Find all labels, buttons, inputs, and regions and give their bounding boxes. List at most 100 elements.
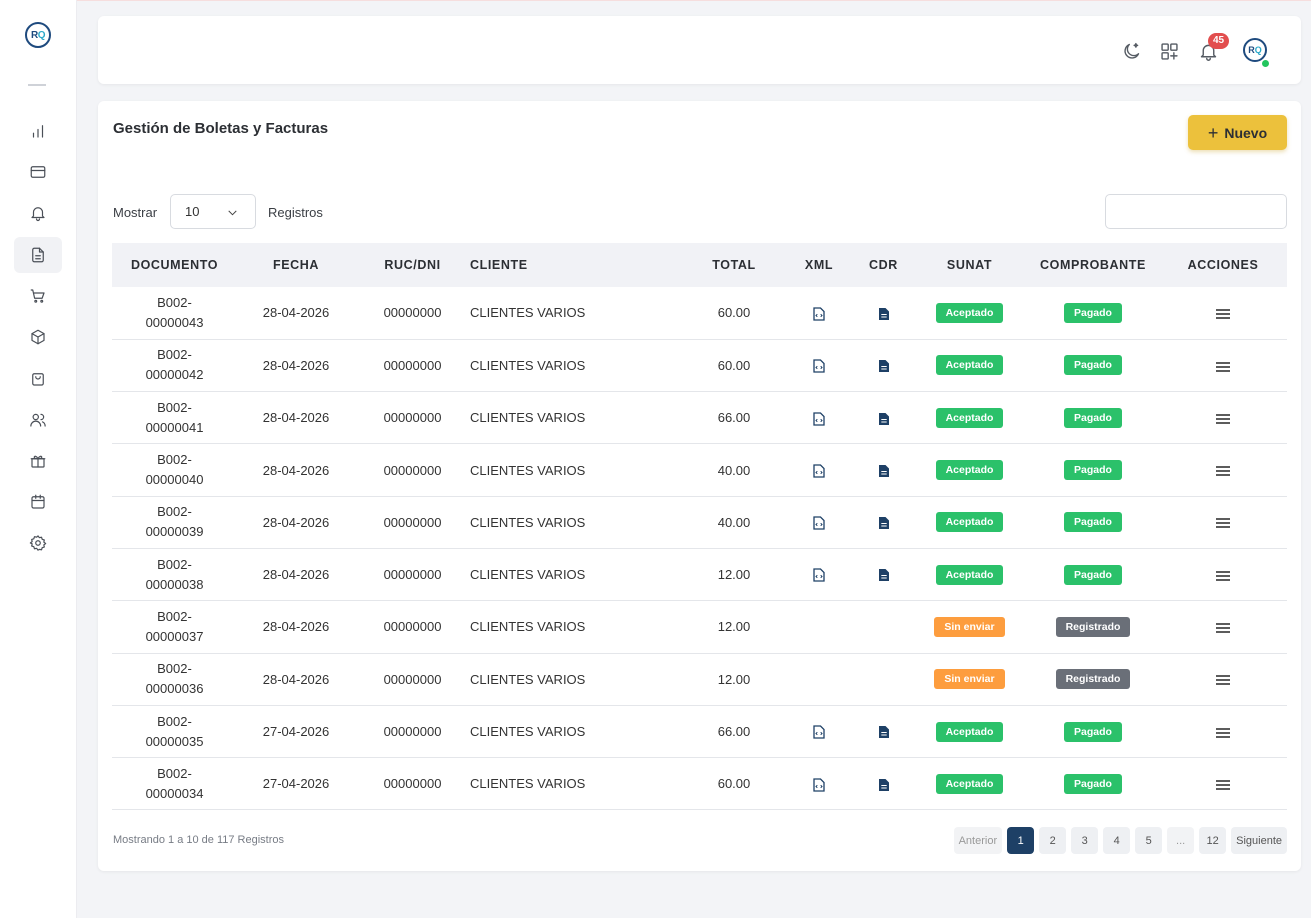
table-row: B002- 00000035 27-04-2026 00000000 CLIENTES … — [112, 705, 1287, 759]
sidebar-item-dashboard[interactable] — [14, 113, 62, 149]
xml-file-icon[interactable] — [813, 462, 825, 478]
pagination-ellipsis: ... — [1167, 827, 1195, 854]
logo-letter-q: Q — [37, 29, 46, 41]
cdr-file-icon[interactable] — [878, 567, 890, 582]
document-cell: B002- 00000040 — [112, 443, 237, 497]
document-cell: B002- 00000042 — [112, 339, 237, 393]
row-actions-menu-icon[interactable] — [1216, 776, 1230, 791]
sidebar-item-settings[interactable] — [14, 525, 62, 561]
cdr-file-icon[interactable] — [878, 515, 890, 530]
sidebar-item-calendar[interactable] — [14, 484, 62, 520]
xml-cell — [783, 391, 855, 445]
column-header[interactable]: RUC/DNI — [355, 243, 470, 287]
column-header[interactable]: DOCUMENTO — [112, 243, 237, 287]
comprobante-cell: Pagado — [1027, 705, 1159, 759]
document-number: 00000043 — [145, 314, 204, 330]
row-actions-menu-icon[interactable] — [1216, 463, 1230, 478]
sidebar-collapse-handle[interactable] — [28, 84, 46, 86]
online-status-dot — [1261, 59, 1270, 68]
row-actions-menu-icon[interactable] — [1216, 672, 1230, 687]
table-row: B002- 00000038 28-04-2026 00000000 CLIENTES … — [112, 548, 1287, 602]
row-actions-menu-icon[interactable] — [1216, 358, 1230, 373]
cdr-file-icon[interactable] — [878, 305, 890, 320]
xml-file-icon[interactable] — [813, 305, 825, 321]
xml-file-icon[interactable] — [813, 410, 825, 426]
table-row: B002- 00000040 28-04-2026 00000000 CLIENTES … — [112, 443, 1287, 497]
total-cell: 66.00 — [685, 391, 783, 445]
sidebar-item-documents[interactable] — [14, 237, 62, 273]
column-header[interactable]: TOTAL — [685, 243, 783, 287]
pagination-page-button[interactable]: 2 — [1039, 827, 1067, 854]
table-row: B002- 00000037 28-04-2026 00000000 CLIENTES … — [112, 600, 1287, 654]
xml-file-icon[interactable] — [813, 358, 825, 373]
xml-file-icon[interactable] — [813, 724, 825, 739]
pagination-page-button[interactable]: 1 — [1007, 827, 1035, 854]
search-input[interactable] — [1105, 194, 1287, 229]
document-series: B002- — [157, 399, 192, 415]
client-cell: CLIENTES VARIOS — [470, 496, 685, 549]
row-actions-menu-icon[interactable] — [1216, 724, 1230, 739]
column-header[interactable]: CLIENTE — [470, 243, 685, 287]
table-row: B002- 00000043 28-04-2026 00000000 CLIENTES … — [112, 287, 1287, 340]
bag-icon — [32, 373, 44, 386]
row-actions-menu-icon[interactable] — [1216, 410, 1230, 425]
column-header[interactable]: XML — [783, 243, 855, 287]
dark-mode-toggle[interactable] — [1120, 40, 1142, 62]
column-header[interactable]: ACCIONES — [1159, 243, 1287, 287]
cdr-file-icon[interactable] — [878, 358, 890, 373]
ruc-cell: 00000000 — [355, 705, 470, 759]
column-header[interactable]: COMPROBANTE — [1027, 243, 1159, 287]
table-body: B002- 00000043 28-04-2026 00000000 CLIENTES … — [112, 287, 1287, 811]
sunat-status-badge: Aceptado — [935, 302, 1004, 323]
xml-cell — [783, 705, 855, 759]
row-actions-menu-icon[interactable] — [1216, 515, 1230, 530]
document-number: 00000035 — [145, 733, 204, 749]
pagination-prev-button[interactable]: Anterior — [953, 827, 1003, 854]
sidebar-item-users[interactable] — [14, 402, 62, 438]
table-row: B002- 00000034 27-04-2026 00000000 CLIENTES … — [112, 757, 1287, 811]
sunat-status-badge: Aceptado — [935, 407, 1004, 428]
grid-plus-icon — [1160, 42, 1178, 60]
xml-file-icon[interactable] — [813, 776, 825, 792]
new-document-button[interactable]: + Nuevo — [1188, 115, 1287, 150]
pagination-page-button[interactable]: 5 — [1135, 827, 1163, 854]
pagination-next-button[interactable]: Siguiente — [1231, 827, 1287, 854]
cdr-file-icon[interactable] — [878, 776, 890, 791]
xml-file-icon[interactable] — [813, 515, 825, 530]
sidebar-item-payments[interactable] — [14, 154, 62, 190]
xml-file-icon[interactable] — [813, 567, 825, 583]
sunat-cell: Sin enviar — [912, 600, 1027, 654]
pagination-page-button[interactable]: 4 — [1103, 827, 1131, 854]
page-size-select[interactable]: 10 — [170, 194, 256, 229]
xml-cell — [783, 653, 855, 706]
total-cell: 60.00 — [685, 339, 783, 393]
logo-letter-r: R — [30, 29, 38, 41]
cdr-file-icon[interactable] — [878, 462, 890, 477]
column-header[interactable]: FECHA — [237, 243, 355, 287]
comprobante-cell: Pagado — [1027, 339, 1159, 393]
document-number: 00000041 — [145, 419, 204, 435]
sidebar-item-orders[interactable] — [14, 361, 62, 397]
sidebar-item-notifications[interactable] — [14, 195, 62, 231]
table-row: B002- 00000042 28-04-2026 00000000 CLIENTES … — [112, 339, 1287, 393]
column-header[interactable]: CDR — [855, 243, 912, 287]
row-actions-menu-icon[interactable] — [1216, 567, 1230, 582]
pagination-page-button[interactable]: 12 — [1199, 827, 1227, 854]
column-header[interactable]: SUNAT — [912, 243, 1027, 287]
sidebar-item-products[interactable] — [14, 319, 62, 355]
sunat-cell: Aceptado — [912, 496, 1027, 549]
document-number: 00000037 — [145, 628, 204, 644]
sidebar-item-sales[interactable] — [14, 278, 62, 314]
sidebar-item-promotions[interactable] — [14, 443, 62, 479]
client-cell: CLIENTES VARIOS — [470, 339, 685, 393]
comprobante-cell: Pagado — [1027, 443, 1159, 497]
cdr-file-icon[interactable] — [878, 724, 890, 739]
users-icon — [30, 413, 46, 427]
apps-button[interactable] — [1158, 40, 1180, 62]
cdr-file-icon[interactable] — [878, 410, 890, 425]
row-actions-menu-icon[interactable] — [1216, 619, 1230, 634]
pagination-page-button[interactable]: 3 — [1071, 827, 1099, 854]
row-actions-menu-icon[interactable] — [1216, 305, 1230, 320]
